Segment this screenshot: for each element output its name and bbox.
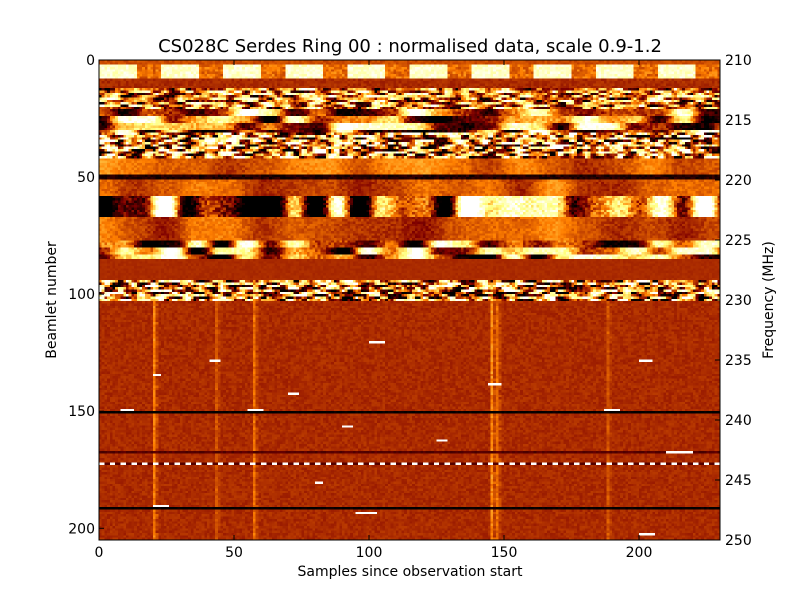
y2-tick-label: 240 bbox=[725, 413, 752, 429]
y2-tick-label: 210 bbox=[725, 53, 752, 69]
x-axis-label: Samples since observation start bbox=[298, 564, 523, 580]
y2-tick-label: 215 bbox=[725, 113, 752, 129]
y2-tick-label: 235 bbox=[725, 353, 752, 369]
y-tick-label: 50 bbox=[77, 170, 95, 186]
x-tick-label: 200 bbox=[626, 545, 653, 561]
y-axis-label: Beamlet number bbox=[44, 241, 60, 359]
x-tick-label: 50 bbox=[225, 545, 243, 561]
x-tick-label: 100 bbox=[356, 545, 383, 561]
y2-tick-label: 245 bbox=[725, 473, 752, 489]
y2-axis: 210 215 220 225 230 235 240 245 250 bbox=[715, 53, 752, 549]
heatmap-image-container bbox=[99, 60, 720, 540]
x-tick-label: 150 bbox=[491, 545, 518, 561]
y2-tick-label: 230 bbox=[725, 293, 752, 309]
y2-tick-label: 250 bbox=[725, 533, 752, 549]
x-axis: 0 50 100 150 200 bbox=[95, 60, 653, 561]
y2-axis-label: Frequency (MHz) bbox=[761, 241, 777, 359]
heatmap-image bbox=[99, 60, 720, 540]
y-tick-label: 0 bbox=[86, 53, 95, 69]
y-axis: 0 50 100 150 200 bbox=[68, 53, 104, 537]
y2-tick-label: 225 bbox=[725, 233, 752, 249]
y-tick-label: 100 bbox=[68, 287, 95, 303]
chart-title: CS028C Serdes Ring 00 : normalised data,… bbox=[158, 36, 662, 57]
y-tick-label: 150 bbox=[68, 404, 95, 420]
y2-tick-label: 220 bbox=[725, 173, 752, 189]
y-tick-label: 200 bbox=[68, 521, 95, 537]
x-tick-label: 0 bbox=[95, 545, 104, 561]
